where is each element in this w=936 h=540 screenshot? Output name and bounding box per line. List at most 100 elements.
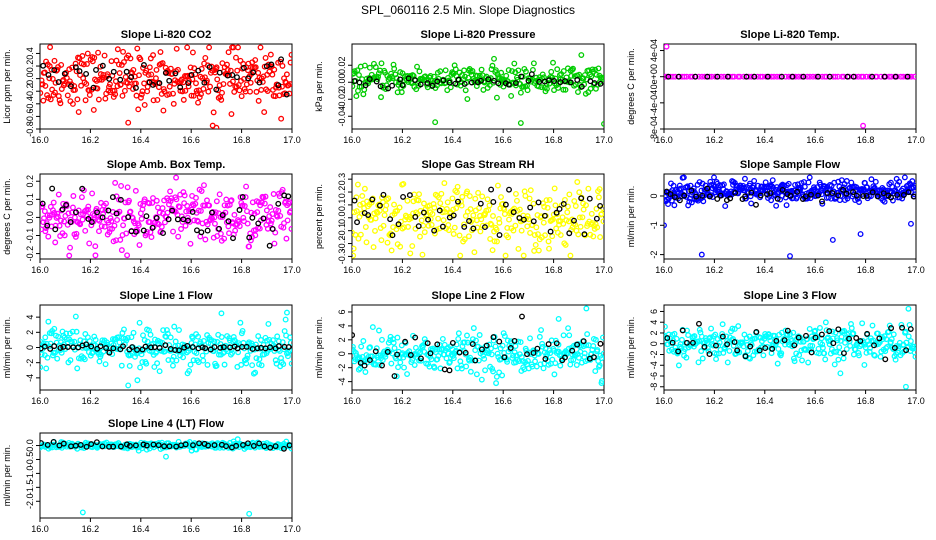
- data-point: [406, 192, 413, 199]
- data-point: [387, 216, 394, 223]
- data-point: [175, 233, 182, 240]
- data-point: [256, 79, 263, 86]
- data-point: [216, 225, 222, 232]
- data-point: [478, 376, 485, 383]
- data-point: [255, 199, 262, 206]
- data-point: [412, 213, 419, 220]
- data-point: [173, 196, 180, 203]
- data-point: [553, 340, 560, 347]
- outlier-point: [555, 315, 562, 322]
- data-point: [359, 193, 366, 199]
- data-point: [488, 351, 495, 358]
- data-point: [372, 348, 379, 355]
- data-point: [445, 350, 452, 357]
- data-point: [583, 202, 589, 209]
- data-point: [808, 191, 814, 198]
- data-point: [107, 215, 114, 222]
- y-tick-label: -0.2: [337, 236, 347, 252]
- data-point: [575, 89, 581, 95]
- outlier-point: [902, 383, 909, 390]
- data-point: [165, 70, 172, 77]
- data-point: [708, 325, 715, 332]
- data-point: [148, 344, 154, 351]
- data-point: [69, 328, 76, 335]
- data-point: [812, 73, 819, 80]
- data-point: [70, 204, 76, 211]
- data-point: [390, 339, 397, 346]
- data-point: [117, 236, 124, 243]
- data-point: [260, 215, 267, 222]
- data-point: [154, 360, 161, 367]
- data-point: [67, 357, 74, 364]
- data-point: [52, 226, 59, 233]
- data-point: [198, 91, 204, 98]
- data-point: [379, 362, 386, 369]
- data-point: [812, 334, 819, 341]
- data-point: [840, 184, 847, 191]
- data-point: [840, 355, 847, 362]
- y-tick-label: -1: [649, 221, 659, 229]
- x-tick-label: 16.8: [233, 135, 251, 145]
- data-point: [785, 180, 792, 187]
- data-point: [258, 199, 265, 206]
- data-point: [912, 353, 916, 360]
- data-point: [720, 181, 727, 188]
- data-point: [795, 334, 802, 341]
- x-tick-label: 16.2: [706, 265, 724, 275]
- data-point: [805, 179, 812, 186]
- data-point: [83, 70, 90, 77]
- data-point: [373, 78, 380, 85]
- data-point: [801, 183, 808, 190]
- data-point: [469, 357, 476, 364]
- data-point: [214, 76, 221, 83]
- data-point: [891, 344, 898, 351]
- data-point: [564, 209, 571, 216]
- data-point: [99, 214, 106, 221]
- data-point: [195, 99, 201, 106]
- chart-panel: Slope Li-820 CO2 16.0 16.2 16.4 16.6 16.8 17.0…: [2, 29, 301, 145]
- data-point: [570, 356, 577, 363]
- points-layer: [352, 52, 604, 127]
- data-point: [70, 193, 77, 199]
- data-point: [283, 235, 290, 242]
- data-point: [794, 188, 801, 195]
- data-point: [150, 82, 156, 88]
- data-point: [829, 328, 836, 335]
- x-tick-label: 16.6: [494, 135, 512, 145]
- data-point: [160, 107, 167, 114]
- data-point: [145, 71, 152, 78]
- data-point: [159, 205, 166, 212]
- data-point: [213, 64, 220, 71]
- data-point: [557, 362, 564, 369]
- data-point: [748, 200, 755, 207]
- data-point: [490, 199, 497, 205]
- data-point: [831, 361, 838, 368]
- data-point: [907, 326, 914, 332]
- data-point: [689, 339, 696, 346]
- data-point: [262, 193, 269, 200]
- data-point: [700, 198, 707, 205]
- data-point: [377, 83, 384, 90]
- data-point: [586, 195, 593, 202]
- data-point: [102, 361, 109, 368]
- data-point: [106, 349, 113, 356]
- data-point: [464, 188, 471, 195]
- data-point: [376, 362, 383, 368]
- data-point: [244, 352, 251, 359]
- data-point: [125, 214, 132, 221]
- x-tick-label: 16.0: [343, 265, 361, 275]
- data-point: [461, 339, 468, 346]
- data-point: [524, 351, 530, 358]
- outlier-point: [79, 509, 86, 516]
- data-point: [518, 73, 525, 80]
- data-point: [826, 328, 833, 335]
- data-point: [192, 200, 199, 207]
- data-point: [437, 68, 444, 75]
- chart-panel: Slope Li-820 Pressure 16.0 16.2 16.4 16.6 16.…: [314, 29, 613, 145]
- data-point: [455, 330, 462, 337]
- data-point: [137, 56, 144, 63]
- data-point: [106, 229, 113, 236]
- data-point: [261, 109, 268, 116]
- data-point: [354, 181, 361, 188]
- data-point: [360, 338, 367, 344]
